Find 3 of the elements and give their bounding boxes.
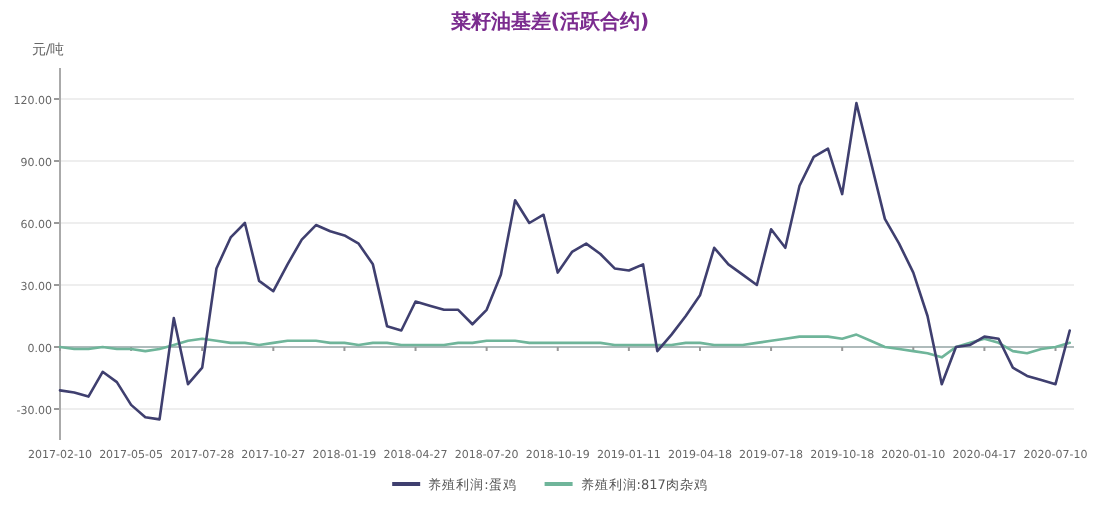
line-series: [58, 333, 1072, 359]
chart-title: 菜籽油基差(活跃合约): [448, 10, 650, 34]
line-series: [58, 101, 1072, 421]
